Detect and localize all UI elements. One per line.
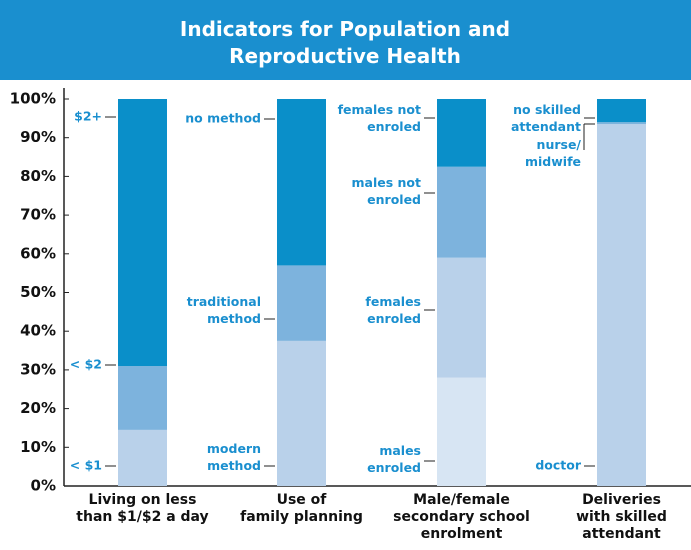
segment-label: males not enroled xyxy=(352,175,422,207)
y-tick-label: 80% xyxy=(20,167,56,185)
bar-segment xyxy=(437,166,486,258)
segment-label: no method xyxy=(185,111,261,126)
segment-label: doctor xyxy=(535,458,582,473)
x-tick-label: Deliveries with skilled attendant xyxy=(576,492,667,542)
x-tick-label: Male/female secondary school enrolment xyxy=(393,492,530,542)
y-tick-label: 20% xyxy=(20,399,56,417)
segment-label: modern method xyxy=(207,441,261,473)
y-tick-label: 10% xyxy=(20,438,56,456)
bar-segment xyxy=(118,99,167,367)
segment-label: males enroled xyxy=(367,443,421,475)
segment-label: traditional method xyxy=(187,294,261,326)
bar-segment xyxy=(597,122,646,125)
segment-label: $2+ xyxy=(74,109,102,124)
y-tick-label: 50% xyxy=(20,283,56,301)
segment-label: no skilled attendant xyxy=(511,102,581,134)
segment-label: nurse/midwife xyxy=(525,137,581,169)
y-tick-label: 70% xyxy=(20,206,56,224)
y-tick-label: 0% xyxy=(31,477,56,495)
y-tick-label: 30% xyxy=(20,360,56,378)
bar-segment xyxy=(277,265,326,341)
x-tick-label: Use of family planning xyxy=(240,492,363,525)
bar-segment xyxy=(597,99,646,123)
y-tick-label: 90% xyxy=(20,128,56,146)
bar-segment xyxy=(437,377,486,486)
bar-segment xyxy=(277,340,326,486)
x-tick-label: Living on less than $1/$2 a day xyxy=(76,492,208,525)
bar-segment xyxy=(437,99,486,167)
bar-segment xyxy=(118,429,167,486)
y-tick-label: 40% xyxy=(20,322,56,340)
chart-title: Indicators for Population and Reproductiv… xyxy=(180,17,510,68)
segment-label: females enroled xyxy=(365,294,421,326)
segment-label: < $1 xyxy=(70,458,102,473)
y-tick-label: 60% xyxy=(20,244,56,262)
bar-segment xyxy=(277,99,326,266)
bar-segment xyxy=(437,257,486,378)
y-tick-label: 100% xyxy=(10,90,56,108)
title-band xyxy=(0,0,691,80)
segment-label: females not enroled xyxy=(338,102,421,134)
segment-label: < $2 xyxy=(70,357,102,372)
bar-segment xyxy=(118,366,167,430)
bar-segment xyxy=(597,124,646,486)
